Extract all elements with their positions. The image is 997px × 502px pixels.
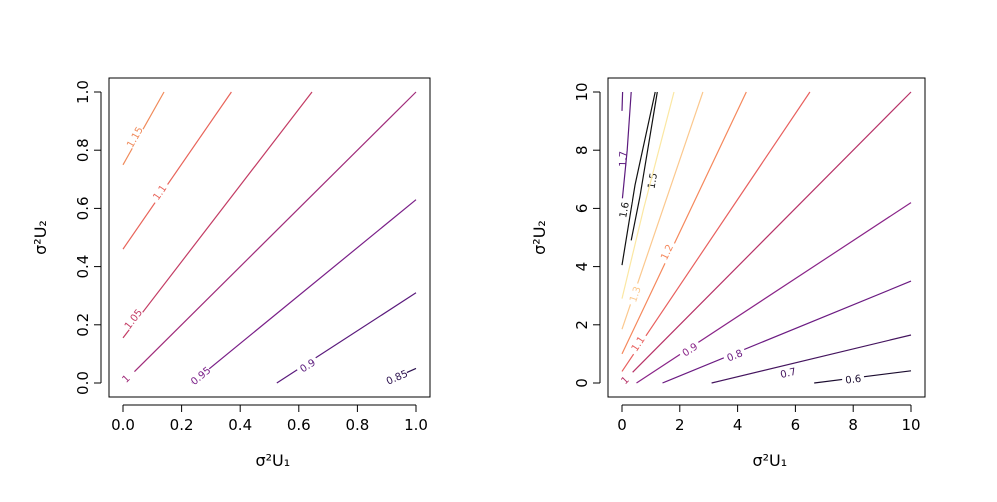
right-contour-label: 1.7 [618, 151, 629, 167]
right-x-tick-label: 4 [733, 416, 743, 434]
right-contour-label-bg [722, 345, 748, 366]
right-contour-label: 0.7 [779, 367, 797, 381]
left-x-tick-label: 0.0 [111, 416, 135, 434]
right-contour-line [621, 91, 747, 355]
right-x-axis-title: σ²U₁ [753, 451, 788, 470]
right-x-tick-label: 10 [901, 416, 920, 434]
left-x-tick-label: 1.0 [404, 416, 428, 434]
left-y-axis-title: σ²U₂ [31, 220, 50, 255]
left-contour-panel: 0.0 0.2 0.4 0.6 0.8 1.0 0.0 0.2 0.4 0.6 0.8 1.0 σ²U₁… [31, 77, 431, 470]
left-x-tick-label: 0.2 [170, 416, 194, 434]
right-contour-line [621, 91, 675, 299]
right-y-axis-title: σ²U₂ [530, 220, 549, 255]
right-contour-line [630, 91, 658, 241]
right-contour-label-bg [841, 371, 865, 387]
left-contour-line [122, 91, 417, 384]
right-x-tick-label: 8 [848, 416, 858, 434]
left-contour-label-bg [188, 364, 213, 388]
left-contour-label-bg [384, 367, 410, 388]
right-y-tick-label: 0 [573, 378, 591, 388]
left-contour-line [191, 199, 417, 384]
left-y-tick-label: 1.0 [74, 80, 92, 104]
right-contour-line [621, 91, 912, 384]
right-y-tick-label: 10 [573, 82, 591, 101]
right-contour-label: 0.6 [845, 374, 862, 387]
right-contour-line [711, 334, 912, 384]
left-y-tick-label: 0.2 [74, 313, 92, 337]
right-x-tick-label: 0 [617, 416, 627, 434]
left-contour-line [122, 91, 313, 339]
left-contour-label: 1.15 [125, 125, 146, 150]
left-contour-line [122, 91, 232, 250]
left-contour-label-bg [113, 366, 138, 391]
right-contour-line [621, 91, 632, 203]
left-x-tick-label: 0.4 [228, 416, 252, 434]
right-x-tick-label: 6 [791, 416, 801, 434]
right-contour-label-bg [656, 239, 677, 265]
right-plot-frame [607, 77, 926, 398]
right-contour-line [621, 91, 811, 372]
right-contour-label-bg [625, 281, 645, 307]
left-x-tick-label: 0.6 [287, 416, 311, 434]
left-contour-label-bg [124, 124, 146, 150]
right-x-tick-label: 2 [675, 416, 685, 434]
right-y-tick-label: 4 [573, 262, 591, 272]
right-y-tick-label: 2 [573, 320, 591, 330]
left-plot-frame [108, 77, 431, 398]
right-contour-line [621, 91, 624, 111]
right-contour-label: 1.6 [618, 201, 632, 219]
right-contour-line [662, 280, 912, 384]
right-contour-line [621, 91, 656, 266]
left-contour-label-bg [121, 306, 145, 332]
right-contour-label-bg [612, 368, 637, 393]
right-contour-label-bg [644, 168, 661, 193]
right-contour-label-bg [616, 197, 632, 222]
left-x-tick-label: 0.8 [345, 416, 369, 434]
right-contour-label-bg [776, 364, 801, 382]
left-x-axis-title: σ²U₁ [256, 451, 291, 470]
right-y-tick-label: 6 [573, 204, 591, 214]
right-contour-panel: 0 2 4 6 8 100246810σ²U₁σ²U₂1.71.61.51.31.21.1… [530, 77, 926, 470]
right-contour-label: 1.3 [628, 285, 644, 304]
left-contour-label: 0.85 [385, 369, 410, 388]
left-contour-label: 1.05 [123, 307, 145, 331]
left-y-tick-label: 0.8 [74, 138, 92, 162]
left-contour-line [122, 91, 165, 166]
right-contour-label: 1.5 [647, 172, 661, 190]
left-y-tick-label: 0.6 [74, 196, 92, 220]
right-contour-label-bg [626, 331, 650, 357]
right-contour-label-bg [677, 338, 703, 361]
left-contour-label-bg [295, 354, 321, 377]
left-contour-label-bg [148, 179, 171, 205]
right-y-tick-label: 8 [573, 145, 591, 155]
left-y-tick-label: 0.0 [74, 371, 92, 395]
left-y-tick-label: 0.4 [74, 255, 92, 279]
